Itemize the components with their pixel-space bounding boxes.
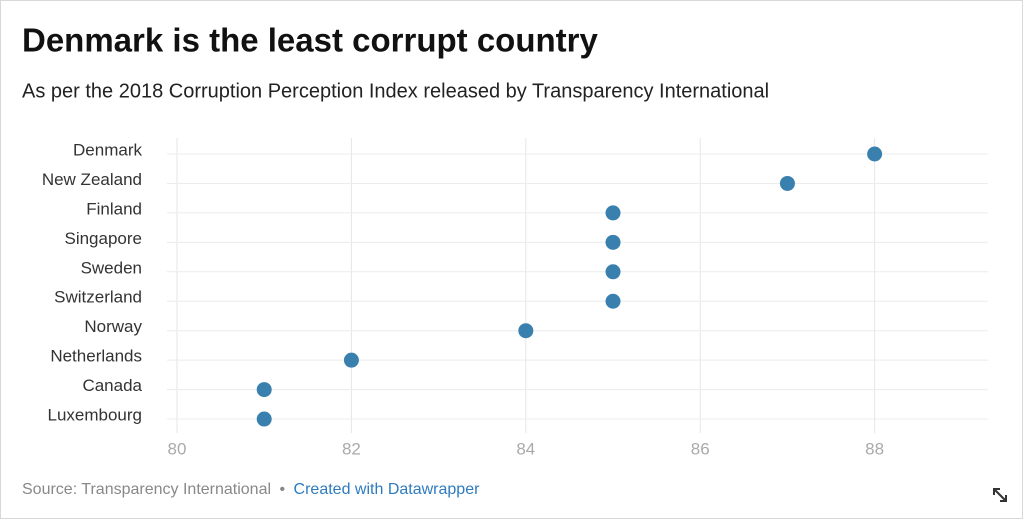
resize-icon[interactable]: [993, 488, 1007, 502]
x-tick-label: 80: [168, 439, 187, 458]
x-tick-label: 88: [865, 439, 884, 458]
y-tick-label: Sweden: [81, 258, 142, 277]
chart-subtitle: As per the 2018 Corruption Perception In…: [22, 80, 769, 102]
dot: [605, 293, 621, 309]
y-tick-label: Canada: [82, 376, 142, 395]
y-tick-label: Luxembourg: [47, 406, 142, 425]
dot: [605, 205, 621, 221]
separator: •: [279, 481, 285, 498]
dot: [343, 352, 359, 368]
x-tick-label: 86: [691, 439, 710, 458]
y-tick-label: Switzerland: [54, 288, 142, 307]
dot: [779, 175, 795, 191]
y-tick-label: Norway: [84, 317, 142, 336]
y-tick-label: Singapore: [64, 229, 142, 248]
y-tick-label: Netherlands: [50, 347, 142, 366]
y-tick-label: New Zealand: [42, 170, 142, 189]
dot: [605, 234, 621, 250]
y-tick-label: Finland: [86, 199, 142, 218]
x-tick-label: 82: [342, 439, 361, 458]
footer: Source: Transparency International • Cre…: [22, 481, 480, 498]
dot: [605, 264, 621, 280]
y-tick-label: Denmark: [73, 140, 142, 159]
chart-title: Denmark is the least corrupt country: [22, 22, 598, 59]
credit[interactable]: Created with Datawrapper: [294, 481, 481, 498]
dot: [518, 323, 534, 339]
source: Source: Transparency International: [22, 481, 271, 498]
x-tick-label: 84: [516, 439, 535, 458]
dot: [867, 146, 883, 162]
dot: [256, 411, 272, 427]
dot: [256, 382, 272, 398]
